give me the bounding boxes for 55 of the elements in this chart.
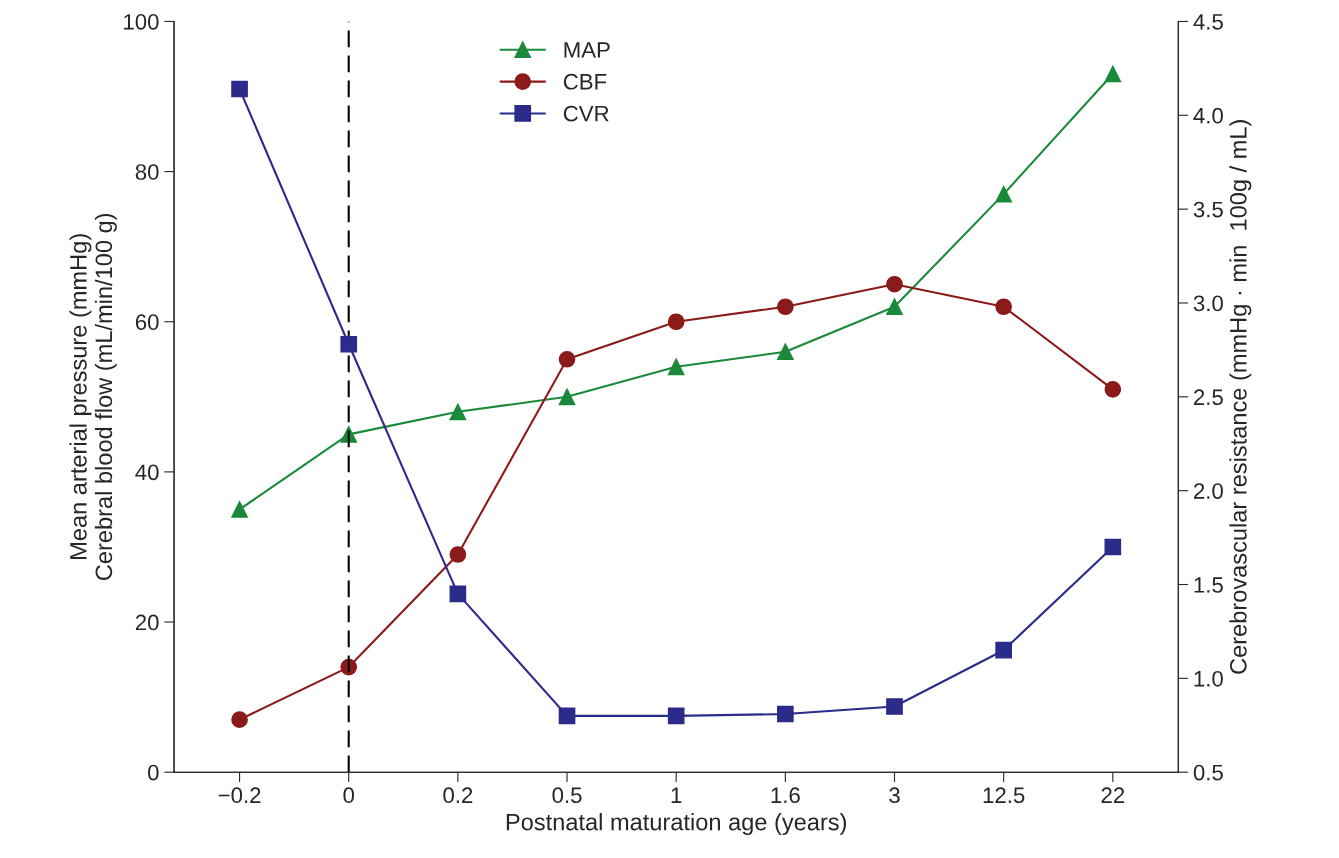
point [667, 313, 685, 331]
x-tick-label: 22 [1101, 787, 1125, 803]
y-tick-label: 20 [135, 614, 159, 631]
y2-tick-label: 2.0 [1194, 483, 1223, 499]
point [231, 501, 248, 518]
point [777, 298, 794, 316]
y2-tick-label: 1.5 [1194, 577, 1223, 593]
point [667, 707, 685, 725]
point [449, 546, 467, 563]
point [1104, 65, 1122, 83]
y-tick-label: 0 [148, 764, 159, 781]
point [449, 403, 467, 421]
x-tick-label: 12.5 [983, 787, 1025, 804]
y2-tick-label: 2.5 [1194, 389, 1223, 406]
y-axis-title: Mean arterial pressure (mmHg) Cerebral blood flow (mL/min/100 g) [69, 213, 117, 580]
x-axis-title: Postnatal maturation age (years) [506, 813, 847, 836]
y-tick-label: 80 [135, 164, 159, 180]
point [231, 711, 248, 728]
y2-axis-title: Cerebrovascular resistance (mmHg · min 100g / mL) [1229, 120, 1252, 674]
x-tick-label: −0.2 [218, 787, 261, 804]
point [667, 358, 685, 376]
y2-tick-label: 3.5 [1193, 201, 1223, 218]
point [558, 707, 576, 725]
point [231, 80, 248, 98]
x-tick-label: 1 [671, 787, 682, 803]
point [1104, 380, 1122, 398]
y2-tick-label: 1.0 [1194, 670, 1223, 687]
point [1104, 538, 1122, 556]
point [995, 298, 1013, 316]
point [886, 275, 903, 293]
point [558, 350, 576, 368]
y-tick-label: 40 [135, 464, 159, 481]
point [886, 298, 903, 316]
x-tick-label: 0.2 [443, 787, 473, 804]
point [995, 641, 1013, 659]
x-tick-label: 0.5 [552, 787, 582, 804]
point [777, 705, 794, 723]
y2-tick-label: 4.5 [1193, 14, 1223, 30]
y2-tick-label: 3.0 [1193, 295, 1223, 312]
point [449, 585, 467, 603]
point [886, 698, 903, 715]
legend-label: CVR [563, 105, 609, 122]
y2-tick-label: 4.0 [1193, 107, 1223, 124]
y2-tick-label: 0.5 [1193, 764, 1223, 781]
y-tick-label: 100 [124, 13, 159, 30]
point [340, 335, 358, 353]
legend-label: MAP [564, 42, 610, 58]
point [995, 185, 1013, 203]
point [777, 343, 794, 361]
x-tick-label: 0 [343, 787, 355, 804]
legend-label: CBF [563, 73, 607, 90]
point [558, 388, 576, 406]
x-tick-label: 3 [889, 787, 900, 804]
y-tick-label: 60 [135, 314, 159, 331]
x-tick-label: 1.6 [771, 787, 800, 804]
